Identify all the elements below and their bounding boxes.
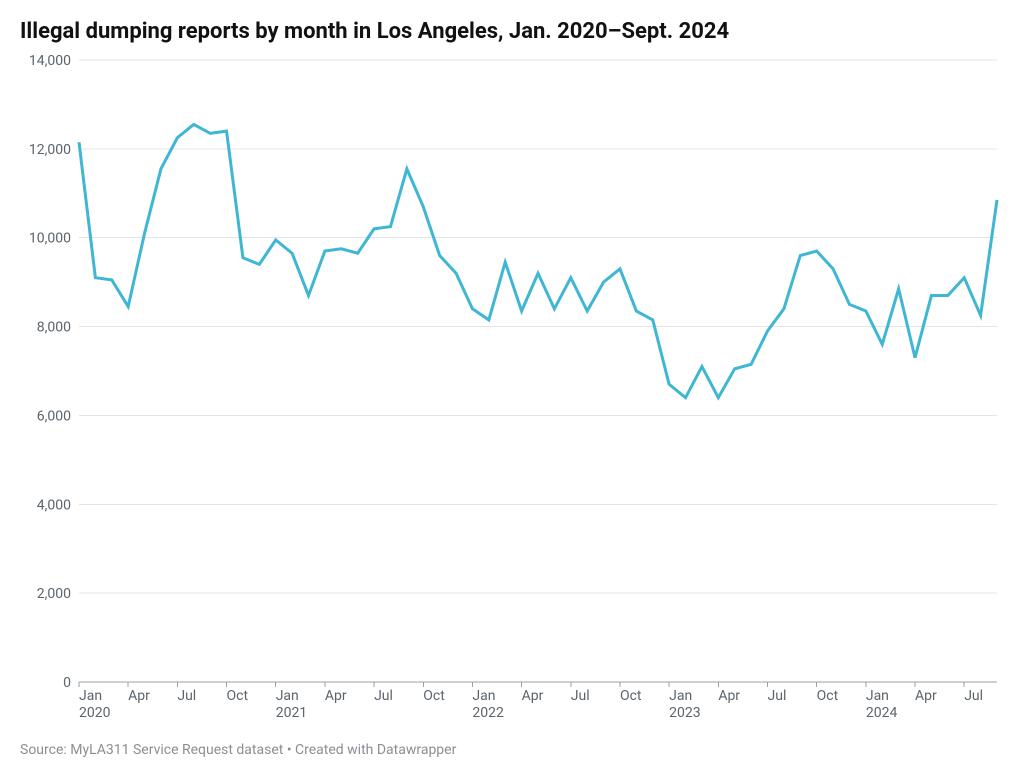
x-tick-label: Oct (227, 688, 249, 704)
x-tick-label: Jul (571, 688, 590, 704)
x-tick-label: Jul (768, 688, 787, 704)
x-tick-label: Oct (817, 688, 839, 704)
chart-plot-area: 0 2,000 4,000 6,000 8,000 10,000 12,000 14,000 J… (20, 52, 1004, 732)
x-tick-label: Jul (374, 688, 393, 704)
x-tick-label: Apr (128, 688, 150, 704)
x-tick-label: Jul (964, 688, 983, 704)
x-tick-label: Apr (325, 688, 347, 704)
y-tick-label: 6,000 (37, 408, 71, 424)
line-chart-svg: 0 2,000 4,000 6,000 8,000 10,000 12,000 14,000 J… (20, 52, 1004, 732)
x-tick-label: Oct (423, 688, 445, 704)
chart-title: Illegal dumping reports by month in Los … (20, 18, 1004, 46)
x-tick-label: Apr (915, 688, 937, 704)
x-tick-label: Oct (620, 688, 642, 704)
y-tick-label: 12,000 (29, 141, 71, 157)
x-tick-label: Jan2020 (79, 688, 111, 721)
y-tick-label: 0 (63, 675, 71, 691)
y-tick-label: 10,000 (29, 230, 71, 246)
x-tick-label: Jan2024 (866, 688, 898, 721)
y-tick-label: 2,000 (37, 586, 71, 602)
y-tick-label: 8,000 (37, 319, 71, 335)
x-tick-label: Apr (522, 688, 544, 704)
data-series-line (79, 124, 997, 397)
x-tick-label: Apr (718, 688, 740, 704)
chart-container: Illegal dumping reports by month in Los … (0, 0, 1024, 771)
x-tick-label: Jan2021 (276, 688, 307, 721)
x-tick-label: Jul (177, 688, 196, 704)
x-tick-label: Jan2022 (472, 688, 504, 721)
y-tick-label: 14,000 (29, 53, 71, 69)
chart-source-footer: Source: MyLA311 Service Request dataset … (20, 742, 1004, 758)
y-tick-label: 4,000 (37, 497, 71, 513)
x-tick-label: Jan2023 (669, 688, 700, 721)
